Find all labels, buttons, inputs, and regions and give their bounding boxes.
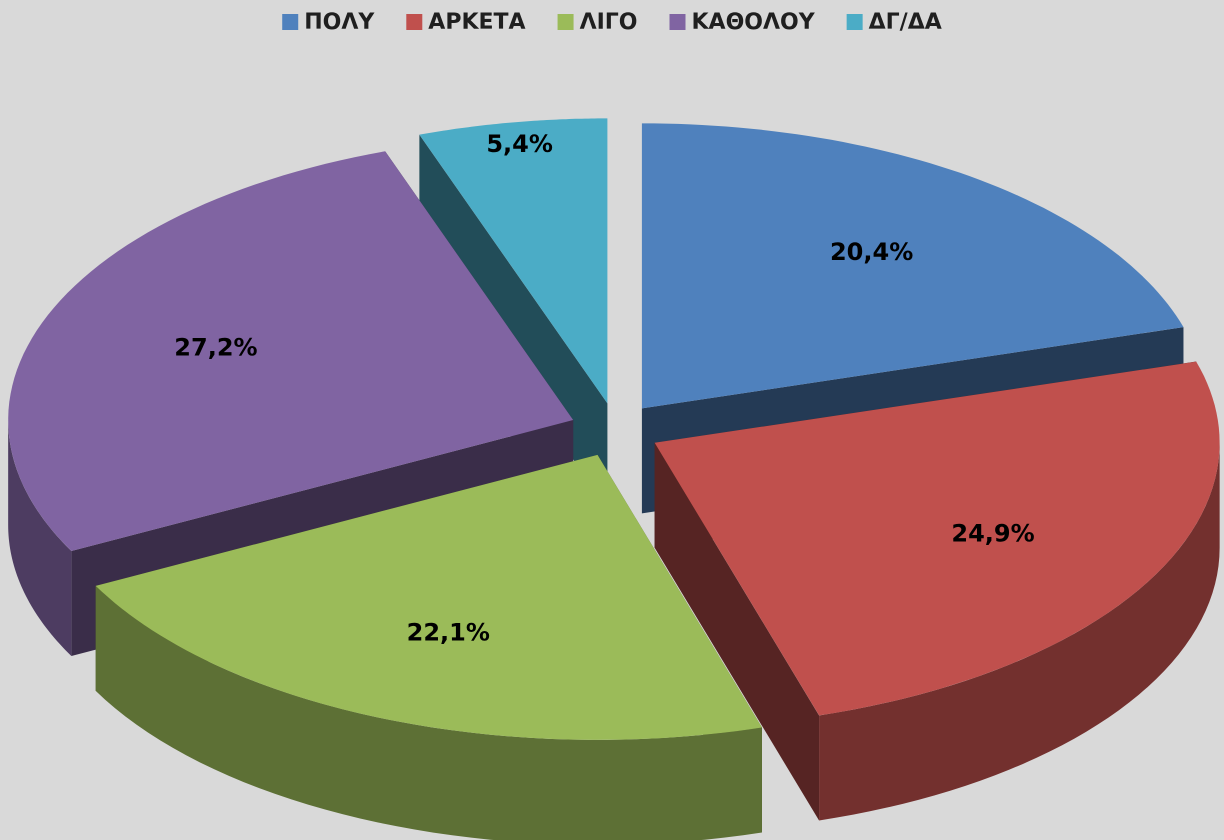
- legend-label: ΚΑΘΟΛΟΥ: [692, 10, 816, 35]
- legend-swatch: [282, 14, 299, 30]
- slice-side: [95, 585, 762, 840]
- data-label: 5,4%: [486, 130, 553, 158]
- slice-side: [654, 442, 820, 821]
- legend-label: ΑΡΚΕΤΑ: [428, 10, 525, 35]
- slice: [8, 151, 574, 552]
- legend: ΠΟΛΥ ΑΡΚΕΤΑ ΛΙΓΟ ΚΑΘΟΛΟΥ ΔΓ/ΔΑ: [282, 10, 942, 35]
- data-label: 24,9%: [951, 520, 1034, 548]
- data-label: 22,1%: [407, 618, 490, 646]
- legend-swatch: [669, 14, 686, 30]
- legend-swatch: [557, 14, 574, 30]
- data-label: 20,4%: [830, 238, 913, 266]
- legend-label: ΛΙΓΟ: [580, 10, 638, 35]
- slice: [654, 361, 1220, 716]
- slice-side: [819, 442, 1220, 821]
- slice: [95, 454, 762, 740]
- legend-swatch: [406, 14, 423, 30]
- data-label: 27,2%: [174, 334, 257, 362]
- slice: [419, 118, 608, 404]
- slice-side: [8, 420, 72, 657]
- legend-swatch: [846, 14, 863, 30]
- slice: [641, 123, 1184, 409]
- legend-label: ΔΓ/ΔΑ: [869, 10, 942, 35]
- legend-label: ΠΟΛΥ: [304, 10, 375, 35]
